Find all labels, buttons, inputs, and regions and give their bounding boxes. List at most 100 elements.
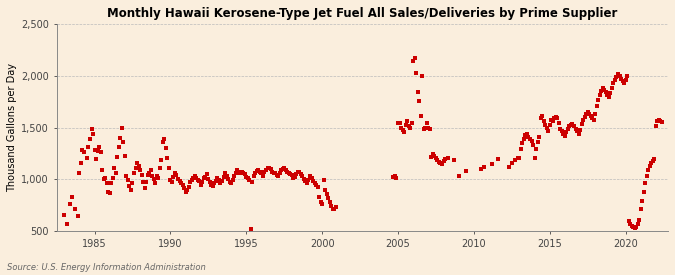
Point bbox=[402, 119, 412, 123]
Point bbox=[570, 126, 581, 131]
Point bbox=[599, 88, 610, 92]
Point bbox=[541, 125, 552, 130]
Point bbox=[224, 180, 235, 185]
Point bbox=[561, 130, 572, 134]
Point bbox=[176, 181, 186, 186]
Point bbox=[296, 172, 306, 176]
Point bbox=[317, 202, 327, 207]
Point bbox=[130, 166, 141, 170]
Point bbox=[579, 115, 590, 119]
Point bbox=[70, 207, 80, 211]
Point bbox=[443, 155, 454, 160]
Point bbox=[516, 147, 526, 152]
Point bbox=[242, 176, 253, 180]
Point bbox=[217, 179, 227, 184]
Point bbox=[552, 116, 563, 120]
Point bbox=[414, 98, 425, 103]
Point bbox=[227, 178, 238, 183]
Point bbox=[279, 166, 290, 170]
Point bbox=[504, 165, 514, 169]
Point bbox=[396, 125, 406, 130]
Point bbox=[133, 164, 144, 168]
Point bbox=[306, 176, 317, 180]
Point bbox=[274, 171, 285, 175]
Point bbox=[76, 161, 86, 165]
Point bbox=[88, 131, 99, 136]
Point bbox=[97, 168, 107, 172]
Point bbox=[86, 126, 97, 131]
Point bbox=[182, 188, 192, 192]
Point bbox=[568, 124, 579, 129]
Point bbox=[614, 73, 625, 78]
Point bbox=[629, 226, 640, 230]
Point bbox=[524, 137, 535, 141]
Point bbox=[635, 207, 646, 211]
Point bbox=[631, 225, 642, 229]
Point bbox=[234, 170, 244, 174]
Point bbox=[213, 178, 224, 183]
Point bbox=[626, 224, 637, 228]
Point bbox=[240, 172, 250, 176]
Point bbox=[236, 170, 247, 174]
Point bbox=[327, 207, 338, 211]
Point bbox=[277, 167, 288, 171]
Point bbox=[620, 78, 631, 82]
Point bbox=[605, 91, 616, 95]
Point bbox=[148, 177, 159, 182]
Point bbox=[479, 165, 490, 169]
Point bbox=[129, 171, 140, 175]
Point bbox=[252, 169, 263, 173]
Point bbox=[632, 222, 643, 226]
Point bbox=[608, 81, 619, 85]
Point bbox=[280, 168, 291, 172]
Point bbox=[572, 128, 583, 133]
Point bbox=[389, 174, 400, 178]
Point bbox=[290, 175, 300, 180]
Point bbox=[268, 171, 279, 175]
Point bbox=[388, 175, 399, 180]
Point bbox=[292, 170, 303, 174]
Point bbox=[145, 168, 156, 172]
Point bbox=[417, 73, 428, 78]
Point bbox=[117, 125, 128, 130]
Point bbox=[634, 218, 645, 222]
Point bbox=[141, 180, 152, 185]
Point bbox=[564, 124, 575, 129]
Point bbox=[155, 166, 165, 170]
Point bbox=[558, 131, 569, 136]
Point bbox=[221, 174, 232, 178]
Point bbox=[127, 181, 138, 186]
Point bbox=[421, 121, 432, 126]
Point bbox=[573, 131, 584, 136]
Point bbox=[438, 158, 449, 163]
Point bbox=[426, 154, 437, 159]
Point bbox=[112, 154, 123, 159]
Point bbox=[433, 160, 444, 164]
Point bbox=[320, 188, 331, 192]
Point bbox=[514, 155, 524, 160]
Point bbox=[126, 188, 136, 192]
Point bbox=[589, 118, 599, 122]
Point bbox=[235, 171, 246, 175]
Point bbox=[90, 156, 101, 161]
Point bbox=[461, 169, 472, 173]
Point bbox=[248, 174, 259, 178]
Point bbox=[139, 185, 150, 190]
Point bbox=[546, 118, 557, 122]
Point bbox=[329, 207, 340, 211]
Text: Source: U.S. Energy Information Administration: Source: U.S. Energy Information Administ… bbox=[7, 263, 205, 272]
Point bbox=[628, 225, 639, 229]
Point bbox=[403, 124, 414, 129]
Point bbox=[113, 145, 124, 149]
Point bbox=[241, 175, 252, 180]
Point bbox=[244, 178, 254, 183]
Point bbox=[168, 175, 179, 180]
Point bbox=[303, 178, 314, 183]
Point bbox=[156, 158, 167, 162]
Point bbox=[188, 176, 198, 180]
Point bbox=[623, 219, 634, 223]
Point bbox=[173, 177, 184, 182]
Point bbox=[595, 93, 605, 98]
Point bbox=[576, 122, 587, 127]
Point bbox=[174, 179, 185, 184]
